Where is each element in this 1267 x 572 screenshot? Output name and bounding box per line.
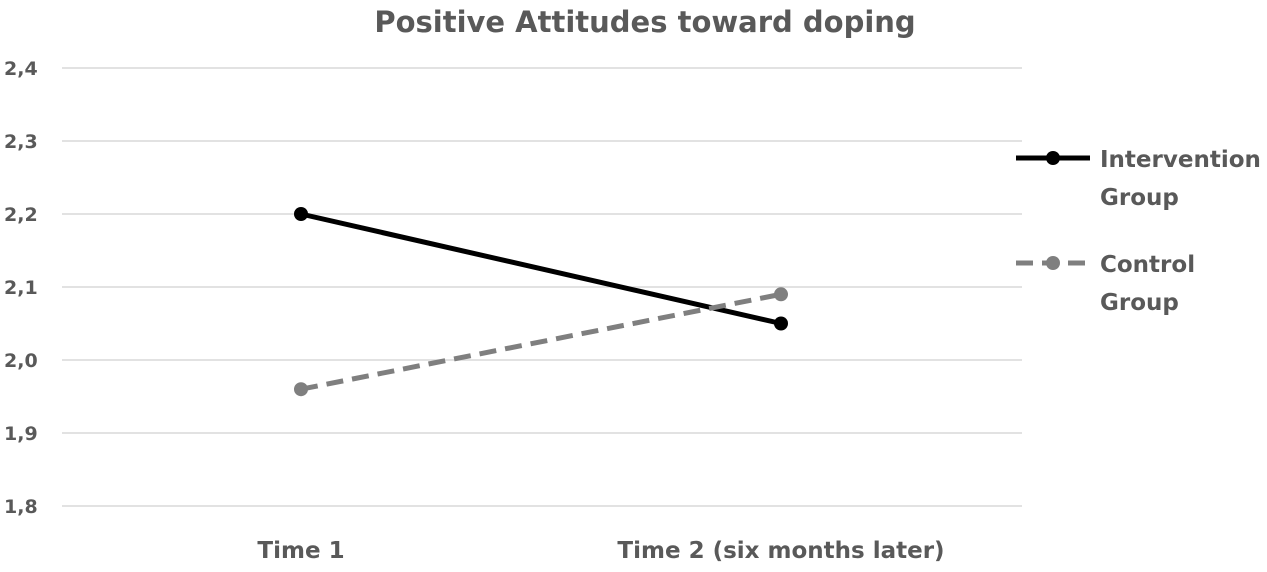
x-axis-tick-labels: Time 1 Time 2 (six months later) bbox=[257, 538, 944, 564]
legend-item: Intervention Group bbox=[1016, 147, 1261, 211]
y-tick-label: 2,3 bbox=[4, 131, 38, 153]
x-tick-label: Time 2 (six months later) bbox=[617, 538, 944, 564]
legend-marker bbox=[1046, 256, 1060, 270]
series-intervention-group bbox=[294, 207, 788, 331]
series-control-group bbox=[294, 287, 788, 397]
series-line bbox=[300, 211, 782, 326]
chart-title: Positive Attitudes toward doping bbox=[374, 5, 915, 39]
legend: Intervention Group Control Group bbox=[1016, 147, 1261, 316]
legend-marker bbox=[1046, 151, 1060, 165]
legend-label: Control bbox=[1100, 252, 1195, 278]
gridlines bbox=[62, 67, 1022, 507]
legend-label: Intervention bbox=[1100, 147, 1261, 173]
series-lines bbox=[294, 207, 788, 397]
y-tick-label: 2,2 bbox=[4, 204, 38, 226]
data-point bbox=[774, 316, 788, 331]
data-point bbox=[294, 207, 308, 221]
legend-label: Group bbox=[1100, 290, 1179, 316]
y-tick-label: 1,9 bbox=[4, 423, 38, 445]
series-line bbox=[300, 291, 782, 392]
y-tick-label: 2,4 bbox=[4, 58, 38, 80]
data-point bbox=[774, 287, 788, 302]
y-axis-tick-labels: 1,8 1,9 2,0 2,1 2,2 2,3 2,4 bbox=[4, 58, 38, 518]
legend-label: Group bbox=[1100, 185, 1179, 211]
y-tick-label: 2,0 bbox=[4, 350, 38, 372]
data-point bbox=[294, 382, 308, 397]
legend-item: Control Group bbox=[1016, 252, 1195, 316]
y-tick-label: 1,8 bbox=[4, 496, 38, 518]
x-tick-label: Time 1 bbox=[257, 538, 344, 564]
y-tick-label: 2,1 bbox=[4, 277, 38, 299]
